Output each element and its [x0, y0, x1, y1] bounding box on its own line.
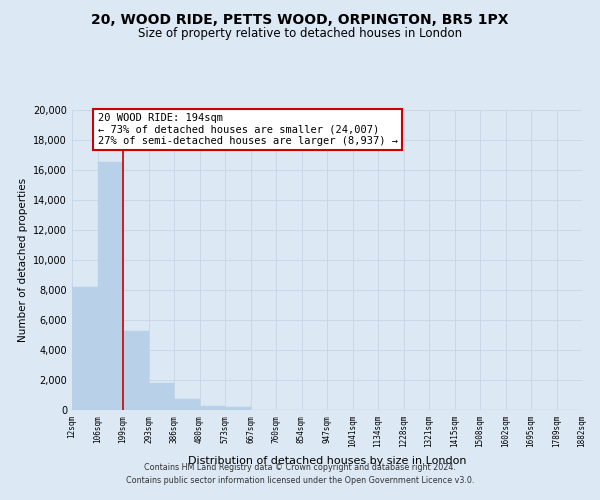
Text: Contains public sector information licensed under the Open Government Licence v3: Contains public sector information licen…: [126, 476, 474, 485]
Bar: [123, 330, 149, 410]
Bar: [225, 406, 251, 410]
Bar: [174, 399, 199, 410]
Bar: [149, 383, 174, 410]
Text: 20 WOOD RIDE: 194sqm
← 73% of detached houses are smaller (24,007)
27% of semi-d: 20 WOOD RIDE: 194sqm ← 73% of detached h…: [97, 113, 398, 146]
Bar: [72, 287, 97, 410]
Bar: [97, 162, 123, 410]
Text: 20, WOOD RIDE, PETTS WOOD, ORPINGTON, BR5 1PX: 20, WOOD RIDE, PETTS WOOD, ORPINGTON, BR…: [91, 12, 509, 26]
Text: Size of property relative to detached houses in London: Size of property relative to detached ho…: [138, 28, 462, 40]
Text: Contains HM Land Registry data © Crown copyright and database right 2024.: Contains HM Land Registry data © Crown c…: [144, 464, 456, 472]
Bar: [199, 406, 225, 410]
X-axis label: Distribution of detached houses by size in London: Distribution of detached houses by size …: [188, 456, 466, 466]
Y-axis label: Number of detached properties: Number of detached properties: [18, 178, 28, 342]
